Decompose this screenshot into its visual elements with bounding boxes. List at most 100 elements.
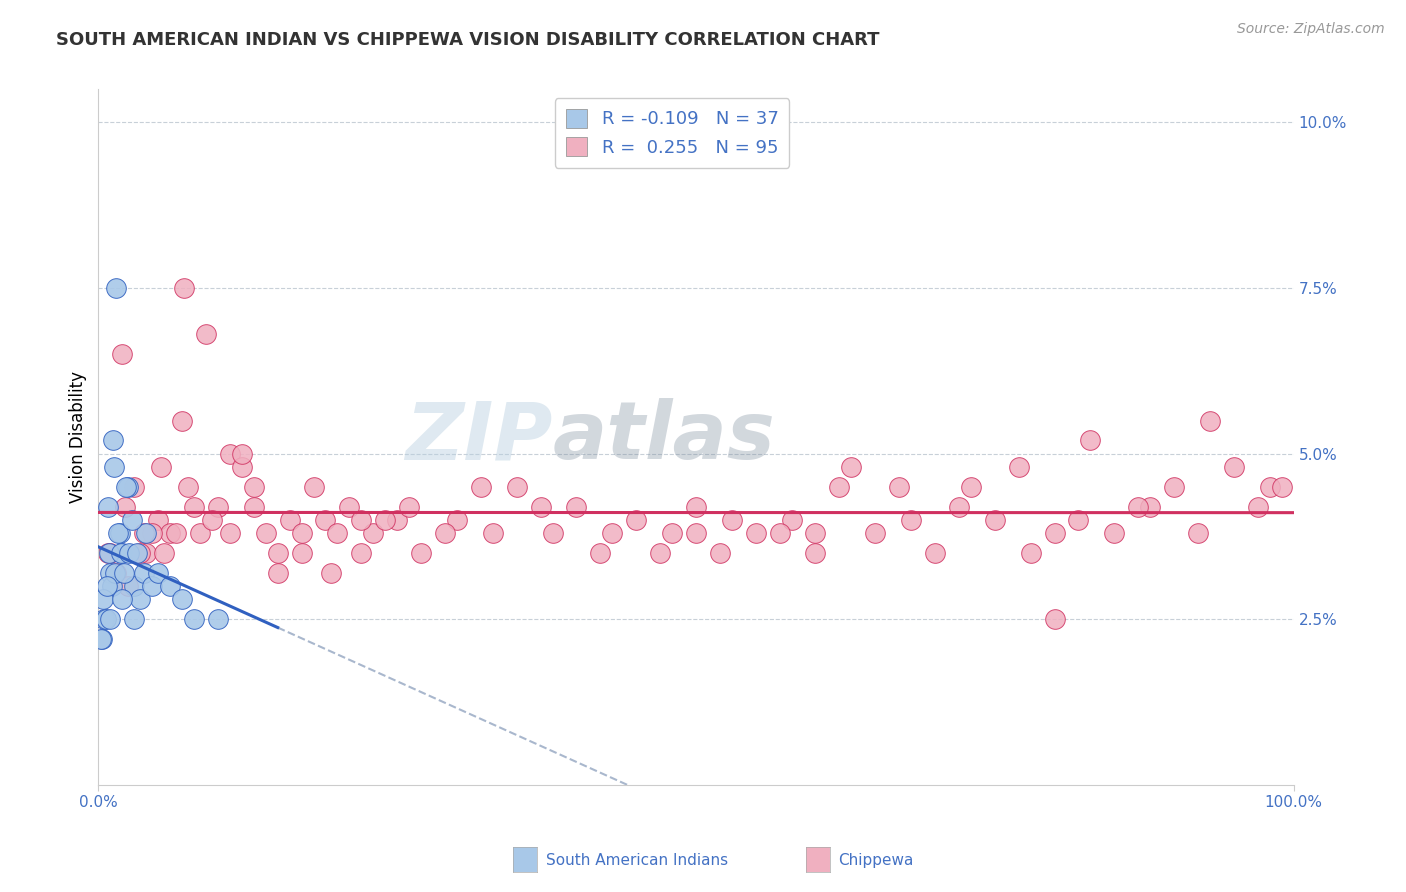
Point: [337, 500, 360, 514]
Point: [188, 526, 211, 541]
Point: [1067, 513, 1090, 527]
Point: [315, 513, 337, 527]
Point: [804, 546, 827, 560]
Point: [661, 526, 683, 541]
Point: [117, 579, 139, 593]
Point: [1128, 500, 1150, 514]
Point: [278, 513, 301, 527]
Point: [117, 480, 139, 494]
Point: [141, 579, 163, 593]
Point: [132, 566, 155, 580]
Point: [948, 500, 970, 514]
Point: [111, 347, 134, 361]
Point: [1163, 480, 1185, 494]
Point: [863, 526, 886, 541]
Point: [159, 579, 181, 593]
Point: [924, 546, 946, 560]
Point: [172, 592, 194, 607]
Point: [94, 612, 117, 626]
Point: [159, 526, 181, 541]
Point: [115, 480, 138, 494]
Point: [107, 526, 129, 541]
Point: [1102, 526, 1125, 541]
Point: [118, 546, 141, 560]
Point: [398, 500, 420, 514]
Point: [1258, 480, 1281, 494]
Point: [114, 500, 136, 514]
Point: [110, 546, 132, 560]
Point: [97, 500, 120, 514]
Legend: R = -0.109   N = 37, R =  0.255   N = 95: R = -0.109 N = 37, R = 0.255 N = 95: [555, 98, 789, 168]
Point: [385, 513, 409, 527]
Point: [231, 459, 253, 474]
Point: [108, 526, 131, 541]
Point: [242, 500, 264, 514]
Point: [91, 592, 114, 607]
Point: [207, 500, 229, 514]
Point: [183, 612, 205, 626]
Point: [153, 546, 176, 560]
Point: [828, 480, 851, 494]
Point: [98, 546, 121, 560]
Point: [302, 480, 325, 494]
Point: [889, 480, 911, 494]
Point: [1271, 480, 1294, 494]
Point: [173, 281, 195, 295]
Point: [242, 480, 264, 494]
Point: [529, 500, 551, 514]
Point: [720, 513, 742, 527]
Text: ZIP: ZIP: [405, 398, 553, 476]
Text: SOUTH AMERICAN INDIAN VS CHIPPEWA VISION DISABILITY CORRELATION CHART: SOUTH AMERICAN INDIAN VS CHIPPEWA VISION…: [56, 31, 880, 49]
Point: [219, 447, 242, 461]
Text: Source: ZipAtlas.com: Source: ZipAtlas.com: [1237, 22, 1385, 37]
Point: [350, 546, 373, 560]
Point: [194, 327, 217, 342]
Point: [101, 434, 124, 448]
Point: [1080, 434, 1102, 448]
Point: [129, 546, 152, 560]
Text: atlas: atlas: [553, 398, 775, 476]
Point: [129, 592, 152, 607]
Point: [103, 459, 125, 474]
Point: [804, 526, 827, 541]
Point: [111, 592, 134, 607]
Point: [541, 526, 564, 541]
Point: [745, 526, 768, 541]
Point: [374, 513, 396, 527]
Point: [124, 612, 146, 626]
Point: [111, 546, 134, 560]
Point: [165, 526, 187, 541]
Point: [124, 579, 146, 593]
Point: [1187, 526, 1209, 541]
Point: [207, 612, 229, 626]
Point: [600, 526, 623, 541]
Point: [254, 526, 277, 541]
Point: [433, 526, 456, 541]
Point: [93, 612, 115, 626]
Point: [98, 566, 122, 580]
Point: [624, 513, 647, 527]
Point: [90, 632, 112, 647]
Point: [685, 526, 707, 541]
Point: [959, 480, 981, 494]
Point: [780, 513, 803, 527]
Point: [470, 480, 492, 494]
Point: [96, 579, 118, 593]
Point: [98, 612, 122, 626]
Point: [149, 459, 172, 474]
Text: Chippewa: Chippewa: [838, 854, 914, 868]
Point: [125, 546, 148, 560]
Point: [350, 513, 373, 527]
Point: [1043, 612, 1066, 626]
Point: [1043, 526, 1066, 541]
Point: [900, 513, 922, 527]
Point: [983, 513, 1005, 527]
Point: [1139, 500, 1161, 514]
Point: [1222, 459, 1246, 474]
Point: [1019, 546, 1042, 560]
Point: [124, 480, 146, 494]
Point: [326, 526, 349, 541]
Point: [648, 546, 672, 560]
Point: [321, 566, 343, 580]
Point: [105, 566, 128, 580]
